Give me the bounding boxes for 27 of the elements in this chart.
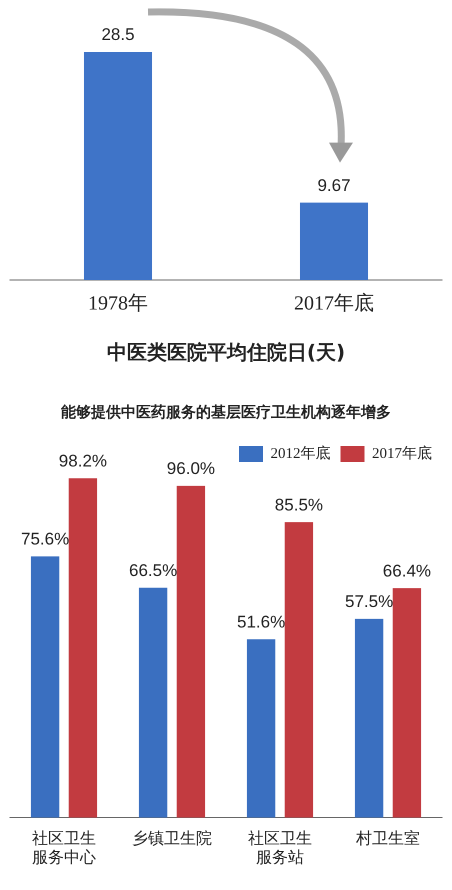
bar — [354, 618, 384, 818]
text: 中医类医院平均住院日(天) — [106, 340, 346, 364]
data-label: 85.5% — [274, 495, 323, 514]
data-label: 28.5 — [101, 25, 135, 44]
data-label: 9.67 — [317, 176, 351, 195]
bar — [138, 588, 168, 818]
bar — [246, 639, 276, 818]
data-label: 96.0% — [166, 459, 215, 478]
x-tick-label: 社区卫生服务中心 — [32, 829, 96, 867]
data-label: 66.4% — [382, 561, 431, 580]
bar — [392, 588, 422, 818]
legend-label: 2017年底 — [372, 444, 432, 462]
legend-label: 2012年底 — [270, 444, 330, 462]
data-label: 51.6% — [237, 612, 286, 632]
x-tick-label: 乡镇卫生院 — [132, 829, 212, 848]
data-label: 75.6% — [21, 530, 70, 549]
data-label: 98.2% — [58, 451, 107, 470]
chart-title: 能够提供中医药服务的基层医疗卫生机构逐年增多 — [61, 402, 391, 421]
bar — [284, 522, 314, 818]
x-tick-label: 村卫生室 — [355, 829, 420, 848]
x-tick-label: 1978年 — [88, 292, 148, 314]
x-tick-label: 社区卫生服务站 — [248, 829, 312, 867]
bar — [30, 556, 60, 818]
data-label: 57.5% — [345, 592, 394, 612]
bar — [176, 486, 206, 818]
data-label: 66.5% — [129, 560, 178, 580]
bar — [68, 478, 98, 818]
